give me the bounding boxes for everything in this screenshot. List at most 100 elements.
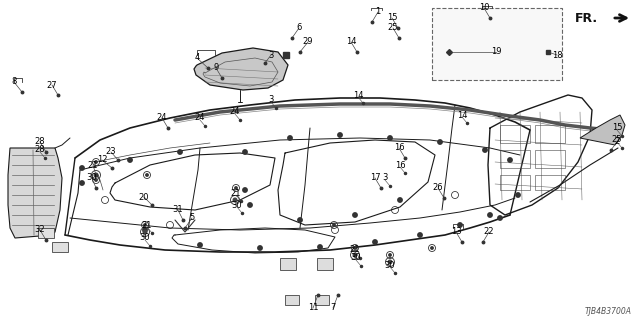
Text: 15: 15	[612, 124, 622, 132]
Circle shape	[248, 203, 252, 207]
Circle shape	[95, 179, 97, 181]
Text: 14: 14	[353, 91, 364, 100]
Text: 31: 31	[173, 205, 183, 214]
Bar	[38, 228, 54, 238]
Bar	[500, 175, 530, 190]
Circle shape	[388, 136, 392, 140]
Text: 11: 11	[308, 303, 318, 313]
Text: 9: 9	[213, 63, 219, 73]
Text: 24: 24	[230, 108, 240, 116]
Text: 20: 20	[139, 193, 149, 202]
Text: 24: 24	[195, 114, 205, 123]
Text: 8: 8	[12, 77, 17, 86]
Text: 4: 4	[195, 53, 200, 62]
Circle shape	[458, 223, 462, 227]
Circle shape	[94, 173, 98, 177]
Text: 12: 12	[97, 156, 108, 164]
Circle shape	[338, 133, 342, 137]
Circle shape	[418, 233, 422, 237]
Text: 30: 30	[232, 201, 243, 210]
Polygon shape	[580, 115, 625, 145]
Text: 28: 28	[35, 138, 45, 147]
Text: 7: 7	[330, 303, 336, 313]
Text: 25: 25	[388, 23, 398, 33]
Circle shape	[233, 198, 237, 202]
Text: 29: 29	[303, 37, 313, 46]
Circle shape	[388, 260, 392, 264]
Text: 16: 16	[395, 161, 405, 170]
Circle shape	[80, 181, 84, 185]
Text: 26: 26	[433, 183, 444, 193]
Circle shape	[353, 213, 357, 217]
Circle shape	[298, 218, 302, 222]
Text: 3: 3	[382, 173, 388, 182]
Circle shape	[143, 228, 147, 232]
Circle shape	[431, 247, 433, 249]
Circle shape	[388, 254, 391, 256]
Circle shape	[144, 224, 146, 226]
Text: 13: 13	[451, 228, 461, 236]
Text: 24: 24	[157, 114, 167, 123]
Text: FR.: FR.	[575, 12, 598, 25]
Circle shape	[354, 247, 356, 249]
Bar	[317, 258, 333, 270]
Text: 1: 1	[376, 7, 381, 17]
Text: 14: 14	[346, 37, 356, 46]
Text: 19: 19	[491, 47, 501, 57]
Circle shape	[80, 166, 84, 170]
Text: 30: 30	[140, 234, 150, 243]
Bar	[285, 295, 299, 305]
Bar	[535, 125, 565, 143]
Text: 25: 25	[612, 135, 622, 145]
Circle shape	[243, 188, 247, 192]
Circle shape	[178, 150, 182, 154]
Circle shape	[258, 246, 262, 250]
Text: 30: 30	[385, 260, 396, 269]
Circle shape	[288, 136, 292, 140]
Text: 27: 27	[47, 81, 58, 90]
Text: 18: 18	[552, 51, 563, 60]
Text: 21: 21	[231, 188, 241, 197]
Circle shape	[235, 187, 237, 189]
Text: 30: 30	[351, 253, 362, 262]
Text: 23: 23	[106, 148, 116, 156]
Circle shape	[398, 198, 402, 202]
Text: 3: 3	[268, 95, 274, 105]
Text: 6: 6	[296, 23, 301, 33]
Text: 3: 3	[268, 51, 274, 60]
Circle shape	[508, 158, 512, 162]
Circle shape	[198, 243, 202, 247]
Circle shape	[243, 150, 247, 154]
Circle shape	[516, 193, 520, 197]
Circle shape	[128, 158, 132, 162]
Polygon shape	[194, 48, 288, 90]
Text: 5: 5	[189, 213, 195, 222]
Bar	[535, 150, 565, 168]
Circle shape	[143, 230, 147, 234]
Text: 2: 2	[614, 138, 620, 147]
Text: 28: 28	[35, 146, 45, 155]
Text: TJB4B3700A: TJB4B3700A	[585, 308, 632, 316]
Bar	[500, 150, 530, 168]
Bar	[535, 175, 565, 190]
Circle shape	[318, 245, 322, 249]
Text: 14: 14	[457, 110, 467, 119]
Polygon shape	[472, 26, 542, 57]
Text: 17: 17	[370, 173, 380, 182]
Circle shape	[353, 253, 357, 257]
Bar	[280, 258, 296, 270]
Text: 15: 15	[387, 13, 397, 22]
Text: 32: 32	[35, 226, 45, 235]
Circle shape	[95, 161, 97, 163]
Text: 21: 21	[349, 245, 360, 254]
Circle shape	[372, 240, 377, 244]
Polygon shape	[8, 148, 62, 238]
Polygon shape	[446, 24, 545, 62]
Bar	[432, 8, 562, 80]
Circle shape	[438, 140, 442, 144]
Circle shape	[146, 174, 148, 176]
Bar	[315, 295, 329, 305]
Bar	[52, 242, 68, 252]
Text: 16: 16	[394, 143, 404, 153]
Text: 21: 21	[88, 161, 99, 170]
